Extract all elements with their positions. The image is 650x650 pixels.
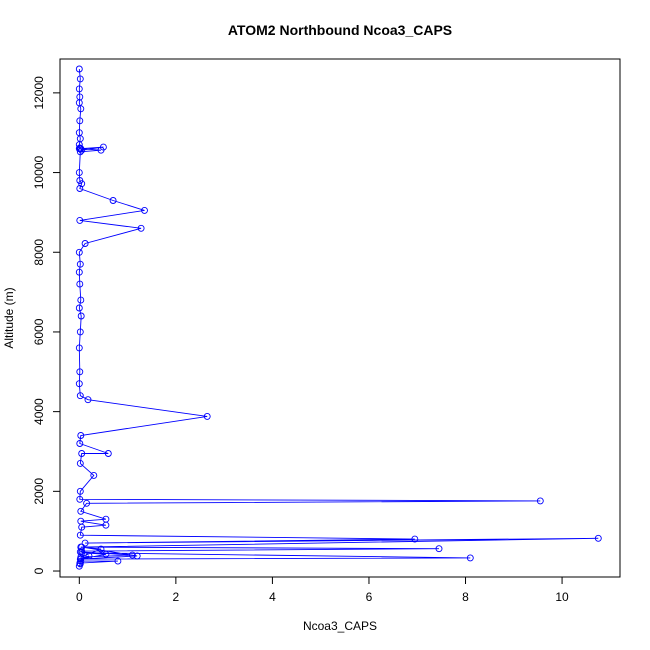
data-point bbox=[133, 552, 141, 560]
data-point bbox=[76, 548, 84, 556]
data-point bbox=[104, 450, 112, 457]
data-point bbox=[75, 268, 83, 276]
data-point bbox=[77, 312, 85, 320]
data-point bbox=[75, 248, 83, 256]
data-point bbox=[78, 523, 86, 531]
data-point bbox=[76, 216, 84, 224]
data-point bbox=[81, 539, 89, 547]
data-point bbox=[76, 117, 84, 125]
data-point bbox=[76, 392, 84, 400]
x-tick-label: 10 bbox=[555, 590, 569, 604]
data-point bbox=[75, 141, 83, 149]
data-point bbox=[75, 344, 83, 352]
y-tick-label: 12000 bbox=[32, 76, 46, 110]
data-point bbox=[76, 459, 84, 467]
data-point bbox=[77, 296, 85, 304]
data-point bbox=[76, 148, 84, 156]
x-tick-label: 6 bbox=[366, 590, 373, 604]
data-point bbox=[76, 185, 84, 192]
data-point bbox=[109, 197, 117, 204]
data-point bbox=[76, 260, 84, 268]
data-point bbox=[435, 545, 443, 553]
data-point bbox=[97, 545, 105, 553]
y-axis: 0 2000 4000 6000 8000 10000 12000 bbox=[32, 76, 61, 574]
data-point bbox=[536, 497, 544, 505]
data-point bbox=[141, 206, 148, 214]
data-point bbox=[78, 549, 86, 557]
y-tick-label: 2000 bbox=[32, 478, 46, 505]
data-point bbox=[75, 85, 83, 93]
data-point bbox=[75, 380, 83, 388]
data-point bbox=[76, 440, 84, 447]
y-tick-label: 4000 bbox=[32, 398, 46, 425]
data-point bbox=[78, 146, 86, 154]
data-point bbox=[203, 412, 211, 420]
data-point bbox=[97, 146, 105, 154]
y-tick-label: 8000 bbox=[32, 239, 46, 266]
data-point bbox=[75, 562, 83, 570]
y-tick-label: 10000 bbox=[32, 156, 46, 190]
data-point bbox=[81, 240, 89, 247]
y-tick-label: 6000 bbox=[32, 318, 46, 345]
data-point bbox=[411, 535, 419, 543]
series-line bbox=[78, 68, 599, 567]
chart-title: ATOM2 Northbound Ncoa3_CAPS bbox=[228, 22, 452, 38]
data-point bbox=[84, 396, 92, 404]
data-point bbox=[76, 280, 84, 288]
data-point bbox=[128, 551, 136, 559]
data-point bbox=[76, 368, 84, 376]
data-point bbox=[76, 328, 84, 336]
x-tick-label: 2 bbox=[173, 590, 180, 604]
x-axis-label: Ncoa3_CAPS bbox=[303, 619, 377, 633]
data-point bbox=[77, 507, 85, 515]
data-point bbox=[137, 224, 145, 232]
data-point bbox=[77, 145, 85, 153]
x-axis: 0 2 4 6 8 10 bbox=[76, 576, 569, 604]
y-tick-label: 0 bbox=[32, 567, 46, 574]
data-point bbox=[83, 499, 91, 507]
data-point bbox=[466, 554, 474, 562]
data-point bbox=[102, 550, 110, 558]
data-point bbox=[85, 552, 93, 560]
data-point bbox=[90, 471, 98, 479]
x-tick-label: 0 bbox=[76, 590, 83, 604]
data-series bbox=[75, 65, 602, 570]
x-tick-label: 8 bbox=[462, 590, 469, 604]
data-point bbox=[75, 304, 83, 312]
data-point bbox=[76, 531, 84, 539]
y-axis-label: Altitude (m) bbox=[2, 287, 16, 348]
data-point bbox=[78, 180, 86, 188]
data-point bbox=[75, 65, 83, 73]
data-point bbox=[75, 169, 83, 177]
data-point bbox=[76, 487, 84, 495]
data-point bbox=[114, 557, 122, 565]
data-point bbox=[76, 495, 84, 503]
data-point bbox=[102, 521, 110, 529]
data-point bbox=[77, 432, 85, 439]
data-point bbox=[76, 75, 84, 83]
data-point bbox=[77, 105, 85, 113]
x-tick-label: 4 bbox=[269, 590, 276, 604]
data-point bbox=[594, 534, 602, 542]
data-point bbox=[78, 450, 86, 457]
